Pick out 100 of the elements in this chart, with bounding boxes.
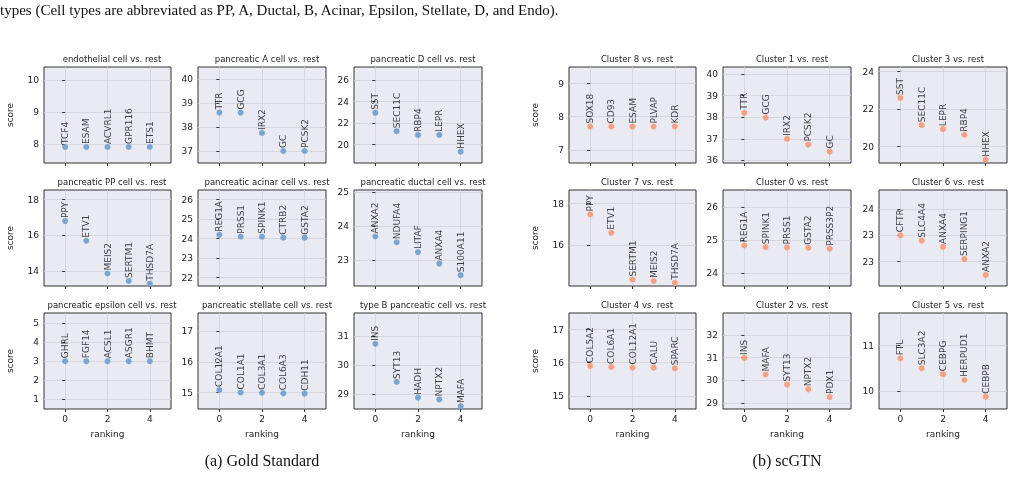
annotation: S100A11 — [455, 231, 466, 273]
annotation: SYT13 — [782, 353, 792, 382]
annotation: FGF14 — [81, 329, 92, 359]
annotation: SERTM1 — [627, 240, 638, 277]
y-tick-label: 3 — [33, 356, 39, 367]
annotation: ASGR1 — [123, 327, 134, 359]
y-tick-label: 39 — [181, 98, 194, 108]
y-tick-label: 8 — [558, 111, 565, 122]
x-tick-label: 2 — [629, 413, 636, 424]
y-tick-label: 7 — [558, 144, 564, 155]
annotation: SST — [895, 77, 906, 95]
y-tick-label: 40 — [706, 68, 719, 79]
y-tick-label: 4 — [33, 337, 40, 348]
annotation: SLC4A4 — [916, 202, 927, 238]
y-tick-label: 38 — [706, 112, 719, 123]
chart-title: pancreatic acinar cell vs. rest — [204, 176, 331, 187]
chart-title: pancreatic epsilon cell vs. rest — [47, 299, 178, 310]
x-tick-label: 4 — [146, 413, 153, 424]
annotation: HHEX — [455, 123, 466, 149]
annotation: INS — [370, 325, 381, 341]
chart-title: pancreatic A cell vs. rest — [214, 53, 320, 64]
y-tick-label: 25 — [181, 214, 193, 225]
text: types (Cell types are abbreviated as PP, A, Ductal, B, Acinar, Epsilon, Stellate, D, and Endo). — [0, 2, 559, 19]
annotation: GC — [278, 134, 289, 148]
annotation: ANXA2 — [980, 240, 991, 272]
y-tick-label: 39 — [706, 90, 719, 101]
y-tick-label: 5 — [33, 317, 39, 328]
annotation: MAFA — [760, 346, 771, 372]
annotation: GPR116 — [123, 107, 134, 144]
annotation: COL5A2 — [585, 326, 596, 363]
y-tick-label: 29 — [337, 389, 350, 400]
annotation: TCF4 — [60, 121, 71, 145]
y-tick-label: 24 — [706, 268, 719, 279]
y-tick-label: 26 — [181, 194, 194, 205]
annotation: CFTR — [895, 209, 906, 233]
y-tick-label: 20 — [337, 139, 350, 150]
y-tick-label: 8 — [33, 138, 40, 149]
chart-title: Cluster 0 vs. rest — [755, 176, 829, 187]
annotation: SPARC — [669, 336, 680, 366]
y-tick-label: 16 — [181, 357, 194, 368]
y-tick-label: 30 — [337, 360, 350, 371]
x-tick-label: 0 — [897, 413, 904, 424]
y-axis-title: score — [529, 102, 540, 128]
annotation: TTR — [214, 92, 225, 111]
y-tick-label: 15 — [552, 390, 564, 401]
y-tick-label: 18 — [27, 194, 40, 205]
y-tick-label: 10 — [862, 385, 875, 396]
annotation: MEIS2 — [648, 250, 659, 278]
x-tick-label: 2 — [784, 413, 790, 424]
annotation: HHEX — [980, 131, 991, 157]
annotation: ETV1 — [81, 214, 92, 238]
y-tick-label: 30 — [706, 375, 719, 386]
y-tick-label: 36 — [706, 155, 719, 166]
annotation: MEIS2 — [102, 242, 113, 271]
y-tick-label: 15 — [181, 387, 193, 398]
annotation: GCG — [760, 94, 771, 115]
y-tick-label: 2 — [33, 375, 39, 386]
annotation: ACVRL1 — [102, 108, 113, 144]
y-tick-label: 24 — [337, 221, 350, 232]
y-tick-label: 9 — [33, 106, 40, 117]
annotation: COL12A1 — [627, 322, 638, 365]
annotation: ANXA2 — [370, 202, 381, 234]
annotation: COL6A1 — [606, 327, 617, 364]
annotation: SEC11C — [391, 92, 402, 129]
annotation: BHMT — [144, 331, 155, 359]
annotation: ANXA4 — [434, 229, 445, 261]
x-tick-label: 0 — [216, 413, 223, 424]
y-tick-label: 17 — [552, 324, 564, 335]
annotation: SYT13 — [391, 350, 402, 379]
annotation: COL12A1 — [214, 345, 225, 387]
annotation: FTL — [895, 339, 906, 356]
annotation: RBP4 — [413, 108, 423, 132]
annotation: GHRL — [60, 333, 71, 359]
x-tick-label: 4 — [301, 413, 308, 424]
annotation: THSD7A — [144, 243, 155, 282]
annotation: ANXA4 — [938, 212, 948, 244]
chart-title: Cluster 4 vs. rest — [600, 299, 674, 310]
x-tick-label: 0 — [62, 413, 69, 424]
y-tick-label: 32 — [706, 330, 718, 341]
annotation: PRSS1 — [782, 215, 792, 245]
x-tick-label: 4 — [982, 413, 989, 424]
x-axis-title: ranking — [925, 428, 961, 439]
annotation: HERPUD1 — [959, 333, 970, 378]
y-tick-label: 25 — [706, 235, 718, 246]
chart-title: Cluster 8 vs. rest — [600, 53, 674, 64]
annotation: ETV1 — [606, 206, 617, 230]
annotation: SERPING1 — [959, 210, 970, 257]
x-tick-label: 2 — [259, 413, 265, 424]
annotation: CD93 — [606, 98, 617, 124]
annotation: REG1A — [214, 200, 225, 232]
annotation: ESAM — [81, 118, 92, 144]
y-axis-title: score — [4, 225, 15, 251]
x-axis-title: ranking — [244, 428, 280, 439]
annotation: PRSS1 — [235, 204, 246, 234]
x-axis-title: ranking — [615, 428, 650, 439]
x-tick-label: 4 — [457, 413, 464, 424]
x-axis-title: ranking — [769, 428, 805, 439]
y-tick-label: 16 — [27, 230, 40, 241]
annotation: LEPR — [434, 109, 445, 132]
chart-title: Cluster 5 vs. rest — [911, 299, 985, 310]
